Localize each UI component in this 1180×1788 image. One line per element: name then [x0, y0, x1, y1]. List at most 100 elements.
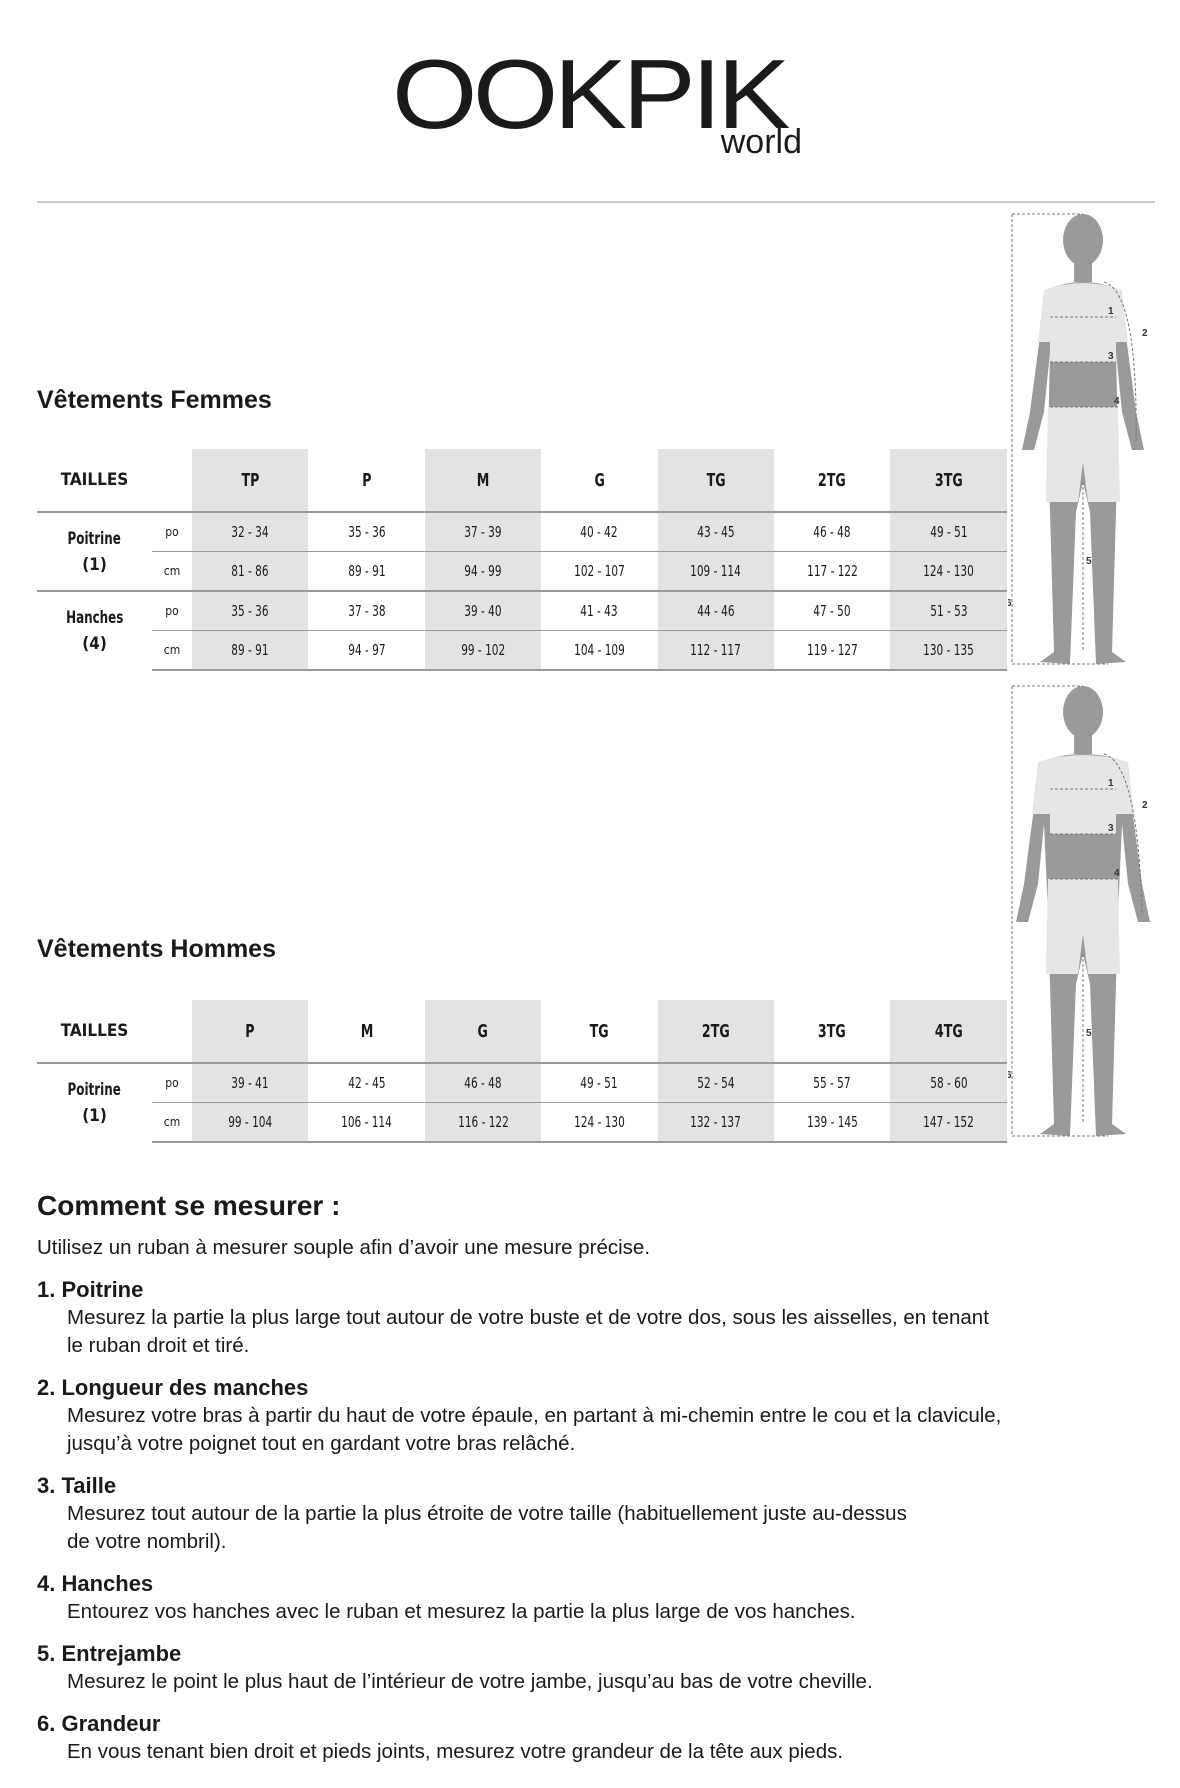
size-value: 124 - 130 — [890, 551, 1007, 591]
value-text: 109 - 114 — [690, 562, 742, 580]
label-3: 3 — [1108, 351, 1114, 362]
measure-intro: Utilisez un ruban à mesurer souple afin … — [37, 1236, 651, 1259]
size-value: 102 - 107 — [541, 551, 658, 591]
measure-item: 4. Hanches Entourez vos hanches avec le r… — [37, 1570, 1117, 1626]
size-value: 124 - 130 — [541, 1102, 658, 1143]
value-text: 117 - 122 — [806, 562, 858, 580]
size-header: G — [424, 1000, 542, 1063]
size-value: 43 - 45 — [657, 511, 774, 552]
size-label: 2TG — [701, 1020, 730, 1042]
value-text: 124 - 130 — [574, 1113, 625, 1131]
measure-lines — [1011, 685, 1143, 1137]
label-4: 4 — [1114, 868, 1120, 879]
group-number: (1) — [82, 554, 107, 575]
value-text: 44 - 46 — [697, 602, 735, 620]
value-text: 49 - 51 — [929, 523, 968, 541]
group-number: (1) — [82, 1106, 107, 1126]
measure-group-label: Hanches (4) — [37, 590, 152, 670]
logo-main: OOKPIK — [392, 39, 790, 149]
value-text: 47 - 50 — [813, 602, 851, 620]
size-value: 39 - 41 — [192, 1062, 309, 1103]
measure-item-heading: 1. Poitrine — [37, 1277, 144, 1302]
header-label: TAILLES — [60, 470, 129, 490]
value-text: 106 - 114 — [341, 1113, 392, 1131]
label-3: 3 — [1108, 823, 1114, 834]
size-header: M — [424, 449, 542, 512]
size-value: 104 - 109 — [541, 630, 658, 671]
size-header: 3TG — [774, 1000, 890, 1063]
size-label: 2TG — [818, 469, 847, 491]
size-header: TG — [657, 449, 774, 512]
measure-item: 1. Poitrine Mesurez la partie la plus lar… — [37, 1276, 1117, 1360]
measure-item-text: Entourez vos hanches avec le ruban et me… — [67, 1600, 856, 1623]
divider — [37, 201, 1155, 203]
size-value: 46 - 48 — [773, 511, 891, 552]
measure-item: 6. Grandeur En vous tenant bien droit et … — [37, 1710, 1117, 1766]
value-text: 94 - 99 — [464, 562, 502, 580]
size-value: 49 - 51 — [890, 511, 1007, 552]
label-1: 1 — [1108, 306, 1114, 317]
value-text: 41 - 43 — [580, 602, 618, 620]
size-value: 46 - 48 — [424, 1062, 542, 1103]
label-5: 5 — [1086, 1028, 1092, 1039]
value-text: 40 - 42 — [580, 523, 618, 541]
header-row: TAILLES TP P M G TG 2TG 3TG — [37, 449, 1007, 512]
value-text: 99 - 102 — [460, 641, 505, 659]
value-text: 39 - 40 — [464, 602, 502, 620]
value-text: 32 - 34 — [231, 523, 269, 541]
value-text: 89 - 91 — [347, 562, 386, 580]
size-value: 106 - 114 — [308, 1102, 425, 1143]
size-value: 44 - 46 — [657, 590, 774, 631]
measure-item-heading: 4. Hanches — [37, 1571, 154, 1596]
value-text: 94 - 97 — [347, 641, 386, 659]
label-5: 5 — [1086, 556, 1092, 567]
size-label: TP — [241, 469, 260, 491]
measure-item-text: Mesurez votre bras à partir du haut de v… — [67, 1404, 1002, 1455]
unit-header — [152, 1000, 192, 1063]
size-value: 58 - 60 — [890, 1062, 1007, 1103]
value-text: 112 - 117 — [690, 641, 742, 659]
value-text: 49 - 51 — [580, 1074, 618, 1092]
measure-item-heading: 6. Grandeur — [37, 1711, 161, 1736]
label-4: 4 — [1114, 396, 1120, 407]
size-value: 112 - 117 — [657, 630, 774, 671]
value-text: 99 - 104 — [228, 1113, 273, 1131]
value-text: 37 - 38 — [347, 602, 386, 620]
group-name: Poitrine — [67, 1080, 122, 1100]
size-value: 55 - 57 — [773, 1062, 891, 1103]
value-text: 37 - 39 — [464, 523, 502, 541]
size-header: G — [541, 449, 657, 512]
value-text: 35 - 36 — [347, 523, 386, 541]
value-text: 147 - 152 — [923, 1113, 974, 1131]
size-label: P — [361, 469, 372, 491]
men-body-figure: 1 2 3 4 5 6 — [1008, 685, 1150, 1137]
measure-item-heading: 5. Entrejambe — [37, 1641, 182, 1666]
size-label: 4TG — [934, 1020, 963, 1042]
size-value: 52 - 54 — [657, 1062, 774, 1103]
label-6: 6 — [1008, 1070, 1012, 1081]
men-title: Vêtements Hommes — [37, 935, 276, 963]
size-label: G — [594, 469, 605, 491]
measure-item-heading: 3. Taille — [37, 1473, 117, 1498]
value-text: 43 - 45 — [697, 523, 735, 541]
size-value: 117 - 122 — [773, 551, 891, 591]
women-body-figure: 1 2 3 4 5 6 — [1008, 213, 1148, 665]
header-row: TAILLES P M G TG 2TG 3TG 4TG — [37, 1000, 1007, 1063]
size-header: P — [308, 449, 424, 512]
women-size-table: TAILLES TP P M G TG 2TG 3TG Poitrine (1) po 32 - 34… — [37, 449, 1007, 671]
size-header: 2TG — [774, 449, 890, 512]
men-size-table: TAILLES P M G TG 2TG 3TG 4TG Poitrine (1) po 39 - 4… — [37, 1000, 1007, 1143]
size-label: 3TG — [934, 469, 963, 491]
header-label: TAILLES — [60, 1021, 129, 1041]
value-text: 139 - 145 — [806, 1113, 858, 1131]
size-value: 99 - 104 — [192, 1102, 309, 1143]
measure-item: 3. Taille Mesurez tout autour de la parti… — [37, 1472, 1117, 1556]
label-1: 1 — [1108, 778, 1114, 789]
ookpik-logo: OOKPIK world — [392, 44, 812, 164]
value-text: 89 - 91 — [231, 641, 269, 659]
size-value: 41 - 43 — [541, 590, 658, 631]
unit-label: cm — [152, 1102, 192, 1143]
value-text: 42 - 45 — [347, 1074, 386, 1092]
size-value: 51 - 53 — [890, 590, 1007, 631]
size-header: TG — [541, 1000, 657, 1063]
